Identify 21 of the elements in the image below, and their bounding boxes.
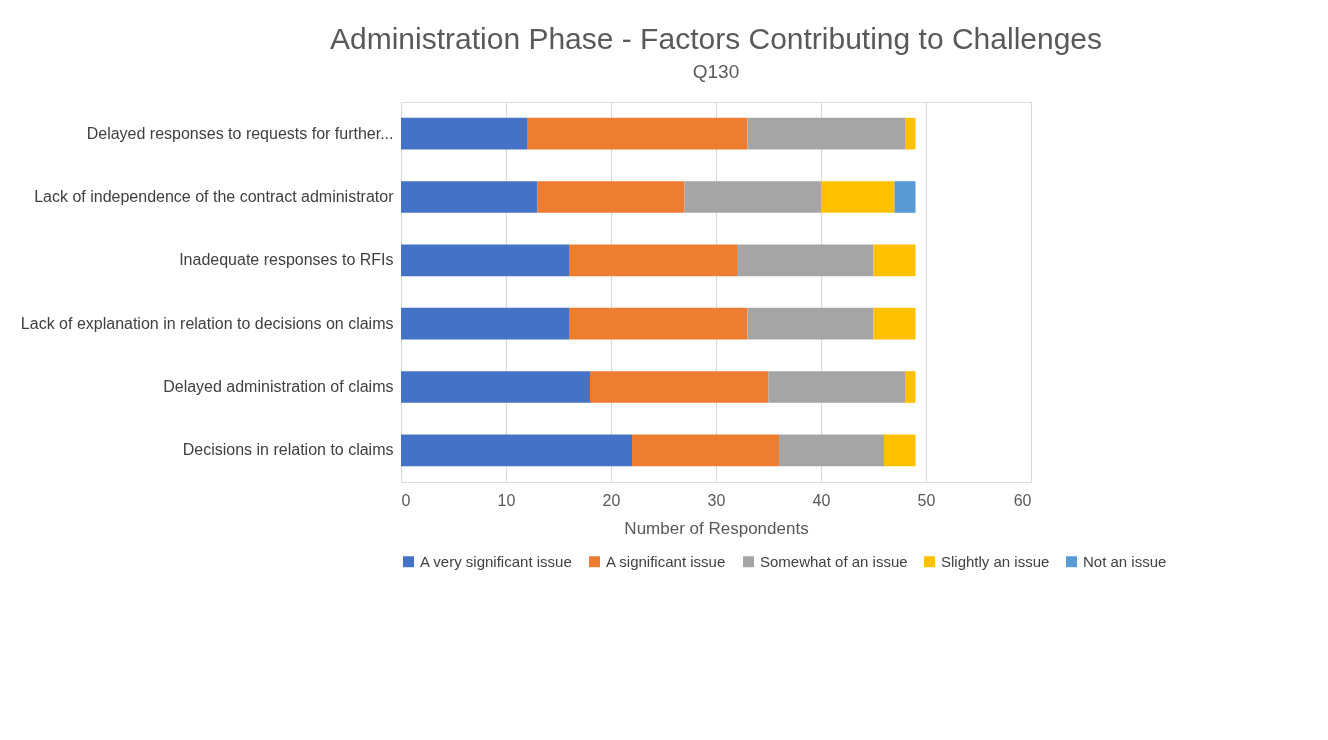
chart-title: Administration Phase - Factors Contributing to Challenges	[329, 22, 1103, 55]
y-tick-label: Inadequate responses to RFIs	[179, 251, 394, 269]
x-tick-label: 60	[1013, 491, 1032, 509]
x-tick-label: 20	[602, 491, 621, 509]
chart-subtitle: Q130	[692, 61, 740, 82]
legend-label: Not an issue	[1083, 552, 1167, 570]
y-tick-label: Lack of independence of the contract administrator	[34, 188, 395, 205]
y-tick-label: Decisions in relation to claims	[182, 441, 394, 459]
legend-label: Slightly an issue	[941, 552, 1050, 570]
x-tick-label: 10	[497, 491, 516, 509]
x-tick-label: 30	[707, 491, 726, 509]
x-tick-label: 50	[917, 491, 936, 509]
x-axis-title: Number of Respondents	[624, 518, 809, 538]
y-tick-label: Lack of explanation in relation to decisions on claims	[20, 314, 394, 332]
y-tick-label: Delayed responses to requests for further...	[86, 124, 394, 142]
legend-label: A very significant issue	[420, 552, 572, 570]
legend-label: Somewhat of an issue	[760, 552, 908, 570]
y-tick-label: Delayed administration of claims	[163, 378, 394, 395]
legend-label: A significant issue	[606, 552, 726, 570]
x-tick-label: 40	[812, 491, 831, 509]
x-tick-label: 0	[401, 491, 411, 509]
